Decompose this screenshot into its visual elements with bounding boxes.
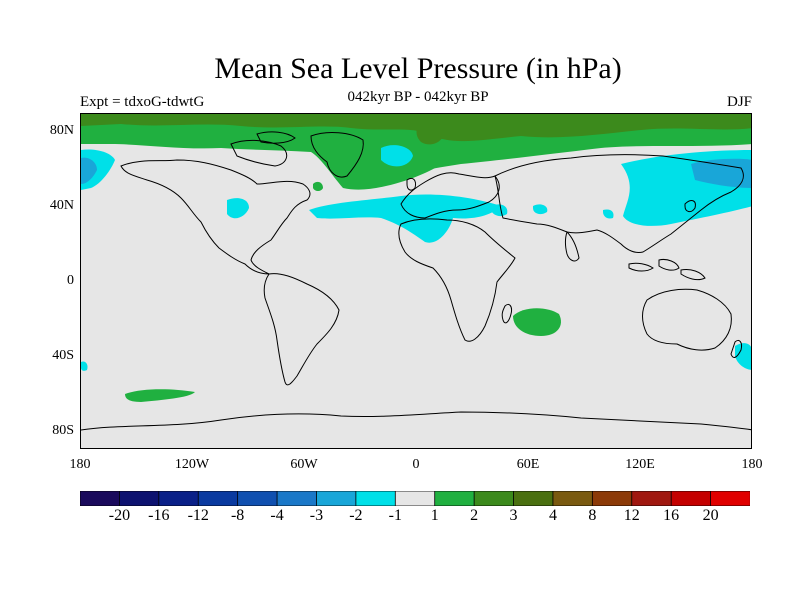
coastlines [81, 131, 751, 431]
colorbar-swatch [591, 491, 633, 506]
lon-label-120e: 120E [625, 457, 655, 472]
lon-label-0: 0 [412, 457, 420, 472]
colorbar-tick-label: -16 [148, 507, 170, 524]
south-indian-ocean-patch [513, 308, 561, 336]
greenland-sea-dark-patch [416, 120, 445, 145]
africa-coast [398, 218, 516, 342]
north-america-cyan [227, 198, 249, 219]
siberia-green-lobe [343, 158, 451, 190]
japan-coast [684, 200, 696, 213]
north-atlantic-cyan [309, 194, 501, 243]
europe-coast [400, 172, 500, 219]
lon-label-60e: 60E [516, 457, 540, 472]
north-america-coast [120, 159, 311, 275]
lat-label-40s: 40S [52, 348, 74, 363]
colorbar-tick-label: -20 [108, 507, 131, 524]
colorbar-swatch [119, 491, 160, 506]
lat-label-80n: 80N [49, 123, 74, 138]
mid-east-cyan [491, 204, 508, 217]
north-atlantic-green-patch [313, 181, 323, 191]
positive-anomaly-shading [81, 114, 751, 402]
colorbar-tick-label: 16 [663, 507, 680, 524]
colorbar-tick-label: 1 [430, 507, 439, 524]
map-canvas [81, 114, 751, 448]
lat-label-80s: 80S [52, 423, 74, 438]
lat-label-equator: 0 [67, 273, 74, 288]
colorbar-tick-label: -8 [230, 507, 245, 524]
arabian-cyan [533, 204, 548, 215]
lon-label-120w: 120W [174, 457, 210, 472]
india-peninsula [565, 231, 580, 262]
asia-coast [494, 154, 744, 253]
colorbar-swatch [237, 491, 278, 506]
greenland-coast [310, 132, 364, 178]
experiment-label: Expt = tdxoG-tdwtG [80, 94, 205, 110]
madagascar-coast [501, 303, 512, 324]
lon-label-60w: 60W [290, 457, 318, 472]
south-america-coast [263, 273, 340, 386]
arctic-cyan-spot [381, 145, 413, 167]
east-africa-cyan [603, 209, 614, 219]
colorbar [80, 491, 750, 506]
colorbar-tick-label: -2 [349, 507, 363, 524]
negative-anomaly-shading [81, 145, 751, 371]
colorbar-swatch [552, 491, 594, 506]
southeast-asia-islands [628, 259, 706, 281]
colorbar-tick-label: 20 [702, 507, 719, 524]
colorbar-swatch [473, 491, 515, 506]
colorbar-swatch [355, 491, 396, 506]
lon-label-180w: 180 [69, 457, 91, 472]
australia-coast [642, 288, 732, 351]
colorbar-swatch [158, 491, 199, 506]
season-label: DJF [726, 94, 752, 110]
colorbar-swatch [80, 491, 121, 506]
colorbar-tick-label: 2 [470, 507, 479, 524]
colorbar-tick-label: 12 [623, 507, 640, 524]
new-zealand-cyan [735, 343, 751, 370]
colorbar-swatch [513, 491, 554, 506]
southern-ocean-patch [125, 389, 195, 402]
colorbar-swatch [434, 491, 475, 506]
colorbar-tick-label: -12 [187, 507, 209, 524]
antarctica-coast [81, 411, 751, 431]
colorbar-tick-label: 8 [588, 507, 597, 524]
colorbar-swatch [670, 491, 712, 506]
colorbar-tick-label: -3 [309, 507, 324, 524]
canadian-archipelago [230, 131, 296, 167]
map-panel [80, 113, 752, 449]
colorbar-tick-label: -1 [388, 507, 402, 524]
plot-title: Mean Sea Level Pressure (in hPa) [214, 52, 622, 85]
colorbar-swatch [394, 491, 436, 506]
colorbar-swatch [631, 491, 672, 506]
south-pacific-cyan [81, 361, 88, 371]
colorbar-swatch [276, 491, 318, 506]
colorbar-tick-label: -4 [270, 507, 284, 524]
arctic-dark-green-band [81, 114, 751, 142]
colorbar-swatch [316, 491, 357, 506]
colorbar-swatch [710, 491, 750, 506]
colorbar-tick-label: 3 [509, 507, 518, 524]
northeast-pacific-blue [691, 158, 751, 188]
colorbar-swatch [197, 491, 239, 506]
british-isles-coast [406, 177, 416, 191]
northwest-pacific-blue [81, 157, 97, 184]
plot-subtitle: 042kyr BP - 042kyr BP [347, 89, 489, 105]
lat-label-40n: 40N [49, 198, 74, 213]
lon-label-180e: 180 [741, 457, 763, 472]
new-zealand-coast [730, 339, 742, 358]
colorbar-tick-label: 4 [548, 507, 557, 524]
